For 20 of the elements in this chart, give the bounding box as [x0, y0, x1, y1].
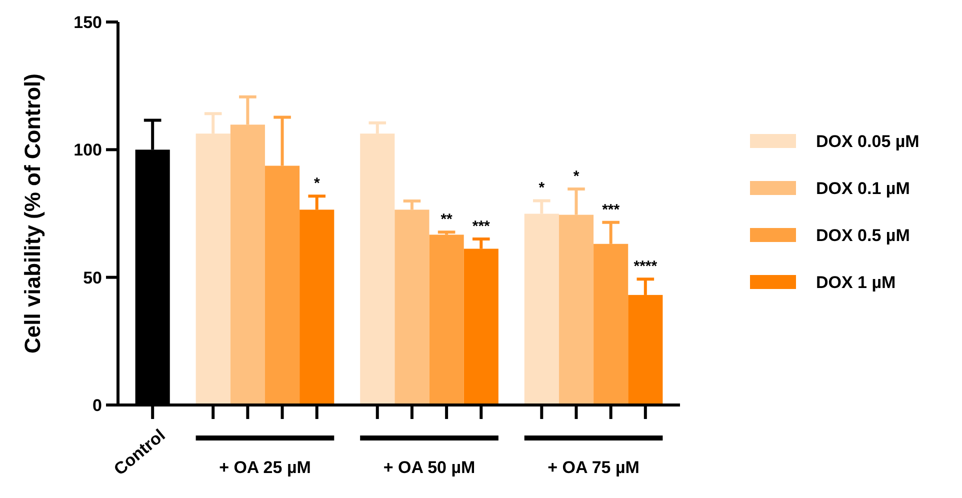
data-label: * [538, 180, 545, 197]
legend-label: DOX 0.05 µM [816, 132, 920, 151]
data-label: **** [634, 258, 658, 276]
legend-label: DOX 0.5 µM [816, 226, 910, 245]
x-tick-label: + OA 75 µM [548, 458, 640, 477]
data-label: * [573, 168, 580, 185]
data-label: ** [440, 211, 453, 228]
bar [429, 234, 464, 405]
y-axis-title: Cell viability (% of Control) [20, 74, 45, 354]
legend-label: DOX 0.1 µM [816, 178, 910, 198]
data-label: *** [602, 201, 620, 218]
x-tick-label: + OA 50 µM [383, 458, 476, 477]
y-tick-label: 50 [83, 268, 102, 288]
x-tick-label: + OA 25 µM [219, 458, 311, 477]
y-tick-label: 100 [74, 140, 102, 160]
data-label: *** [472, 218, 490, 236]
data-label: * [314, 175, 320, 192]
y-tick-label: 0 [92, 396, 102, 415]
y-tick-label: 150 [74, 12, 102, 32]
legend-label: DOX 1 µM [816, 272, 896, 292]
